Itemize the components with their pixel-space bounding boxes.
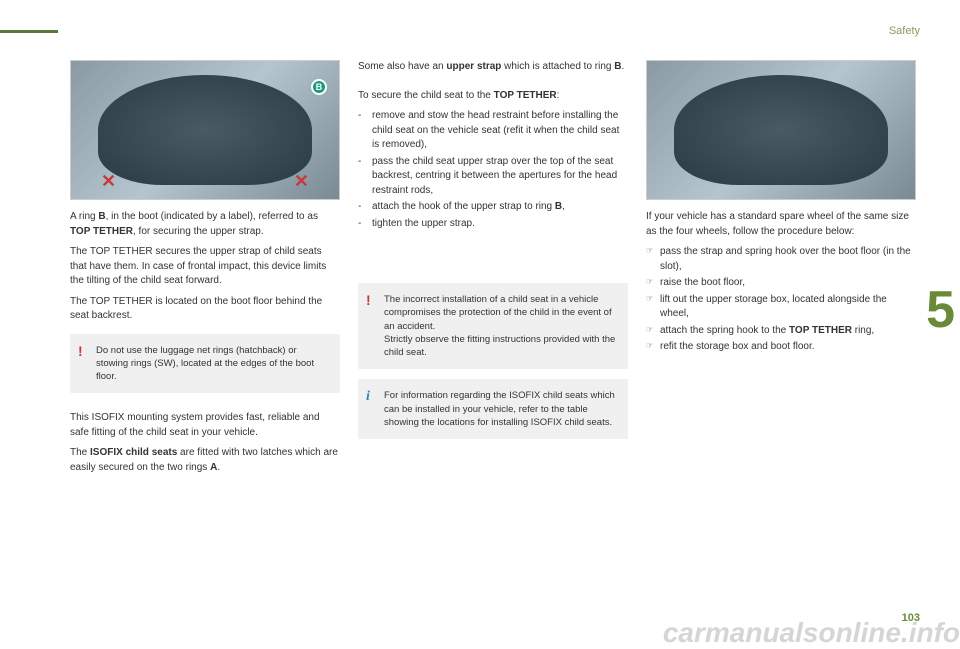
info-icon: i [366, 387, 370, 407]
list-item: attach the spring hook to the TOP TETHER… [660, 324, 916, 339]
accent-bar [0, 30, 58, 33]
body-text: A ring B, in the boot (indicated by a la… [70, 210, 340, 239]
badge-b-left: B [181, 79, 197, 95]
warning-icon: ! [78, 342, 83, 362]
body-text: The ISOFIX child seats are fitted with t… [70, 446, 340, 475]
text: which is attached to ring [501, 61, 614, 72]
body-text: To secure the child seat to the TOP TETH… [358, 89, 628, 104]
body-text: This ISOFIX mounting system provides fas… [70, 411, 340, 440]
callout-text: The incorrect installation of a child se… [384, 294, 612, 332]
text-bold: TOP TETHER [70, 226, 133, 237]
list-item: pass the strap and spring hook over the … [660, 245, 916, 274]
body-text: The TOP TETHER secures the upper strap o… [70, 245, 340, 289]
figure-boot-spare-wheel [646, 60, 916, 200]
warning-icon: ! [366, 291, 371, 311]
badge-b-right: B [311, 79, 327, 95]
text-bold: TOP TETHER [494, 90, 557, 101]
text: attach the spring hook to the [660, 325, 789, 336]
warning-callout: ! Do not use the luggage net rings (hatc… [70, 334, 340, 394]
column-2: Some also have an upper strap which is a… [358, 60, 628, 481]
text: ring, [852, 325, 874, 336]
text: Some also have an [358, 61, 446, 72]
procedure-list: remove and stow the head restraint befor… [358, 109, 628, 231]
text: , for securing the upper strap. [133, 226, 264, 237]
list-item: lift out the upper storage box, located … [660, 293, 916, 322]
callout-text: Do not use the luggage net rings (hatchb… [96, 345, 314, 383]
callout-text: For information regarding the ISOFIX chi… [384, 390, 615, 428]
warning-callout: ! The incorrect installation of a child … [358, 283, 628, 369]
text: , in the boot (indicated by a label), re… [106, 211, 318, 222]
list-item: raise the boot floor, [660, 276, 916, 291]
text-bold: ISOFIX child seats [90, 447, 177, 458]
chapter-number: 5 [926, 280, 955, 340]
column-3: If your vehicle has a standard spare whe… [646, 60, 916, 481]
text-bold: B [98, 211, 105, 222]
figure-boot-top-tether: B B ✕ ✕ [70, 60, 340, 200]
list-item: pass the child seat upper strap over the… [372, 155, 628, 199]
content-columns: B B ✕ ✕ A ring B, in the boot (indicated… [70, 60, 920, 481]
list-item: remove and stow the head restraint befor… [372, 109, 628, 153]
text: . [217, 462, 220, 473]
cross-icon: ✕ [294, 171, 309, 192]
procedure-list: pass the strap and spring hook over the … [646, 245, 916, 355]
text: To secure the child seat to the [358, 90, 494, 101]
cross-icon: ✕ [101, 171, 116, 192]
text: , [562, 201, 565, 212]
text-bold: TOP TETHER [789, 325, 852, 336]
list-item: attach the hook of the upper strap to ri… [372, 200, 628, 215]
text: attach the hook of the upper strap to ri… [372, 201, 555, 212]
body-text: The TOP TETHER is located on the boot fl… [70, 295, 340, 324]
info-callout: i For information regarding the ISOFIX c… [358, 379, 628, 439]
list-item: tighten the upper strap. [372, 217, 628, 232]
body-text: If your vehicle has a standard spare whe… [646, 210, 916, 239]
list-item: refit the storage box and boot floor. [660, 340, 916, 355]
section-header: Safety [889, 25, 920, 37]
watermark: carmanualsonline.info [663, 617, 960, 649]
text: The [70, 447, 90, 458]
text: : [557, 90, 560, 101]
callout-text: Strictly observe the fitting instruction… [384, 334, 615, 358]
text-bold: upper strap [446, 61, 501, 72]
column-1: B B ✕ ✕ A ring B, in the boot (indicated… [70, 60, 340, 481]
body-text: Some also have an upper strap which is a… [358, 60, 628, 75]
text: A ring [70, 211, 98, 222]
text: . [621, 61, 624, 72]
